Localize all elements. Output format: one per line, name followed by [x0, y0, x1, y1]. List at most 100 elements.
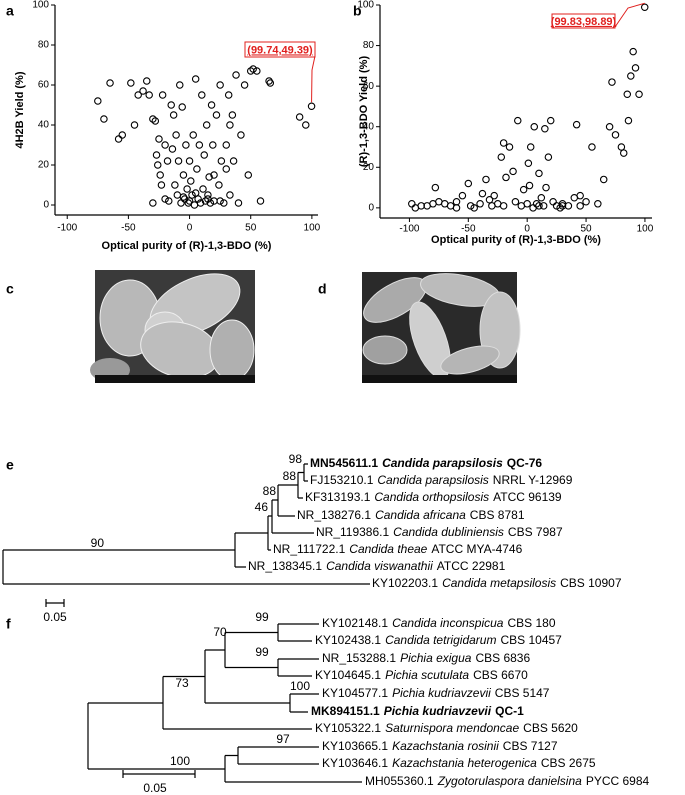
- data-point: [222, 165, 231, 173]
- data-point: [222, 141, 231, 149]
- strain: CBS 7987: [508, 525, 563, 539]
- accession: KY103646.1: [322, 756, 388, 770]
- data-point: [627, 72, 635, 80]
- y-tick-label: 100: [357, 0, 374, 11]
- data-point: [295, 113, 304, 121]
- x-tick-label: 50: [580, 224, 592, 235]
- accession: KY105322.1: [315, 721, 381, 735]
- strain: CBS 10907: [560, 576, 622, 590]
- data-point: [94, 97, 102, 105]
- data-point: [519, 185, 528, 194]
- data-point: [408, 200, 416, 208]
- species: Kazachstania rosinii: [392, 739, 499, 753]
- data-point: [544, 153, 553, 161]
- data-point: [640, 3, 649, 12]
- bootstrap: 46: [255, 500, 269, 514]
- data-point: [183, 185, 191, 193]
- scale-label: 0.05: [43, 610, 67, 624]
- x-tick-label: -50: [461, 224, 476, 235]
- strain: QC-1: [495, 704, 524, 718]
- strain: NRRL Y-12969: [493, 473, 573, 487]
- species: Candida tetrigidarum: [385, 633, 496, 647]
- data-point: [266, 79, 275, 87]
- data-point: [502, 173, 510, 182]
- data-point: [217, 157, 226, 165]
- data-point: [514, 116, 522, 125]
- bootstrap: 70: [213, 625, 227, 639]
- data-point: [134, 91, 142, 99]
- strain: ATCC 22981: [437, 559, 506, 573]
- data-point: [497, 153, 506, 161]
- data-point: [525, 181, 534, 190]
- data-point: [205, 173, 213, 181]
- data-point: [256, 197, 265, 205]
- species: Candida viswanathii: [326, 559, 433, 573]
- accession: KY102438.1: [315, 633, 381, 647]
- data-point: [182, 141, 190, 149]
- data-point: [576, 191, 584, 200]
- strain: CBS 2675: [541, 756, 596, 770]
- species: Saturnispora mendoncae: [385, 721, 519, 735]
- data-point: [189, 131, 197, 139]
- strain: ATCC MYA-4746: [431, 542, 522, 556]
- data-point: [200, 151, 208, 159]
- y-tick-label: 40: [363, 121, 375, 132]
- accession: KF313193.1: [305, 490, 371, 504]
- data-point: [624, 116, 633, 125]
- species: Candida inconspicua: [392, 616, 504, 630]
- data-point: [206, 199, 215, 207]
- strain: CBS 180: [507, 616, 555, 630]
- data-point: [253, 67, 261, 75]
- data-point: [623, 90, 632, 99]
- data-point: [114, 135, 123, 143]
- data-point: [149, 199, 157, 207]
- species: Zygotorulaspora danielsina: [437, 774, 582, 788]
- data-point: [209, 141, 217, 149]
- data-point: [302, 121, 310, 129]
- species: Candida parapsilosis: [377, 473, 488, 487]
- data-point: [169, 111, 178, 119]
- data-point: [244, 171, 253, 179]
- data-point: [179, 171, 188, 179]
- data-point: [193, 165, 201, 173]
- x-axis-label: Optical purity of (R)-1,3-BDO (%): [102, 240, 272, 252]
- y-axis-label: 4H2B Yield (%): [14, 71, 26, 148]
- sem-image-c: [90, 270, 255, 383]
- data-point: [145, 91, 153, 99]
- data-point: [452, 204, 461, 212]
- scale-bar: [45, 599, 65, 607]
- panel-label: c: [6, 281, 14, 297]
- panel-label: d: [318, 281, 327, 297]
- bootstrap: 100: [290, 679, 310, 693]
- data-point: [629, 47, 637, 56]
- data-point: [588, 143, 596, 151]
- species: Pichia kudriavzevii: [392, 686, 491, 700]
- y-tick-label: 0: [43, 200, 49, 211]
- data-point: [155, 135, 163, 143]
- data-point: [228, 111, 237, 119]
- data-point: [224, 91, 233, 99]
- species: Candida theae: [349, 542, 427, 556]
- data-point: [185, 157, 194, 165]
- accession: NR_138276.1: [297, 508, 371, 522]
- bootstrap: 88: [263, 484, 277, 498]
- annotation-leader: [311, 55, 316, 103]
- accession: NR_153288.1: [322, 651, 396, 665]
- data-point: [226, 121, 234, 129]
- x-tick-label: 100: [304, 223, 321, 234]
- data-point: [161, 195, 169, 203]
- data-point: [188, 191, 196, 199]
- data-point: [187, 177, 195, 185]
- accession: MK894151.1: [311, 704, 380, 718]
- bootstrap: 88: [283, 469, 297, 483]
- annotation-box: [244, 41, 316, 58]
- data-point: [546, 116, 555, 125]
- data-point: [178, 103, 186, 111]
- strain: CBS 6670: [473, 668, 528, 682]
- data-point: [478, 189, 487, 198]
- leaf-label: KF313193.1 Candida orthopsilosis ATCC 9613…: [305, 490, 562, 504]
- leaf-label: KY102148.1 Candida inconspicua CBS 180: [322, 616, 556, 630]
- data-point: [556, 204, 564, 212]
- accession: NR_119386.1: [316, 525, 389, 539]
